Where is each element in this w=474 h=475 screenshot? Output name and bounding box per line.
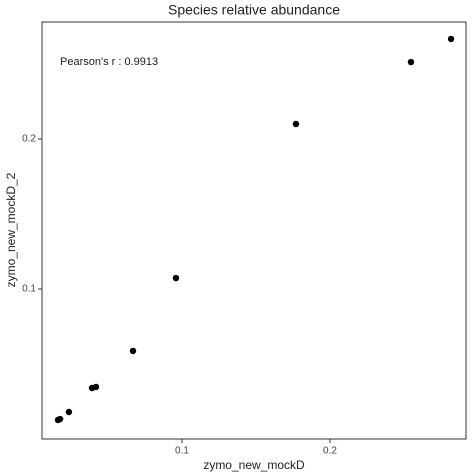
point — [56, 415, 64, 423]
point — [129, 347, 137, 355]
chart-title: Species relative abundance — [168, 2, 340, 18]
x-tick-label: 0.2 — [323, 446, 337, 457]
y-tick-label: 0.1 — [22, 284, 36, 295]
annotation: Pearson's r : 0.9913 — [60, 56, 158, 68]
plot-frame — [41, 21, 467, 440]
point — [407, 58, 415, 66]
point — [447, 35, 455, 43]
x-axis-label: zymo_new_mockD — [203, 458, 305, 472]
point — [172, 274, 180, 282]
x-tick-label: 0.1 — [175, 446, 189, 457]
point — [292, 120, 300, 128]
y-axis-label: zymo_new_mockD_2 — [4, 172, 18, 287]
y-tick-label: 0.2 — [22, 134, 36, 145]
point — [92, 383, 100, 391]
point — [65, 408, 73, 416]
